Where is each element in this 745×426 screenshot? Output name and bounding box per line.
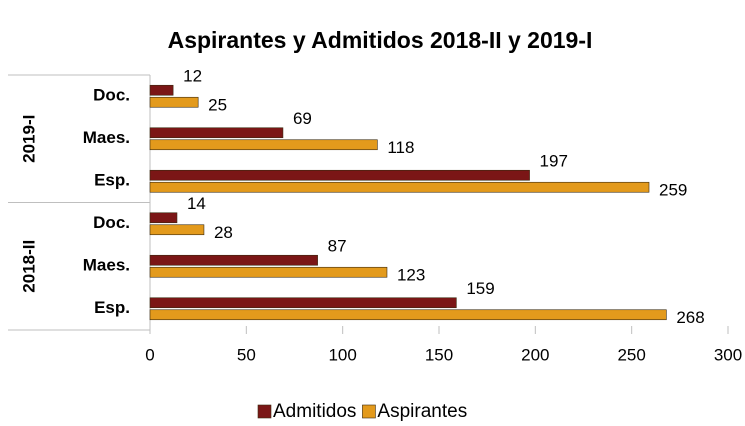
bar bbox=[149, 84, 174, 96]
x-tick-label: 300 bbox=[714, 345, 742, 364]
category-label: Maes. bbox=[83, 256, 130, 275]
bar bbox=[149, 181, 650, 193]
legend-swatch bbox=[257, 404, 272, 419]
data-label: 25 bbox=[208, 96, 227, 115]
legend-label: Admitidos bbox=[273, 401, 356, 422]
bar bbox=[149, 224, 205, 236]
x-tick-label: 200 bbox=[521, 345, 549, 364]
legend-label: Aspirantes bbox=[377, 401, 467, 422]
bar bbox=[149, 169, 530, 181]
data-label: 118 bbox=[387, 138, 414, 157]
category-label: Esp. bbox=[94, 171, 130, 190]
bar bbox=[149, 254, 318, 266]
data-label: 69 bbox=[293, 109, 312, 128]
bar bbox=[149, 96, 199, 108]
category-label: Doc. bbox=[93, 86, 130, 105]
data-label: 268 bbox=[676, 308, 704, 327]
group-label: 2018-II bbox=[19, 240, 38, 293]
x-tick-label: 0 bbox=[145, 345, 154, 364]
bar bbox=[149, 297, 457, 309]
bar bbox=[149, 139, 378, 151]
data-label: 259 bbox=[659, 181, 687, 200]
x-tick-label: 150 bbox=[425, 345, 453, 364]
bar bbox=[149, 266, 388, 278]
data-label: 14 bbox=[187, 194, 206, 213]
category-label: Doc. bbox=[93, 213, 130, 232]
bar bbox=[149, 212, 178, 224]
data-label: 123 bbox=[397, 266, 425, 285]
bar bbox=[149, 309, 667, 321]
data-label: 28 bbox=[214, 223, 233, 242]
category-label: Esp. bbox=[94, 298, 130, 317]
data-label: 87 bbox=[328, 237, 347, 256]
data-label: 197 bbox=[540, 152, 568, 171]
legend-swatch bbox=[362, 404, 376, 419]
group-label: 2019-I bbox=[19, 115, 38, 163]
category-label: Maes. bbox=[83, 128, 130, 147]
bar bbox=[149, 127, 284, 139]
x-tick-label: 100 bbox=[328, 345, 356, 364]
chart-title: Aspirantes y Admitidos 2018-II y 2019-I bbox=[168, 27, 593, 53]
x-tick-label: 50 bbox=[237, 345, 256, 364]
data-label: 159 bbox=[466, 279, 494, 298]
data-label: 12 bbox=[183, 67, 202, 86]
x-tick-label: 250 bbox=[617, 345, 645, 364]
